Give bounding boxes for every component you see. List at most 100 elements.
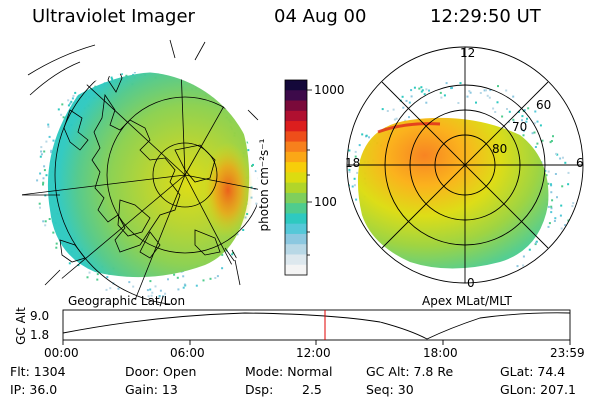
noise-pixel: [428, 89, 430, 92]
noise-pixel: [151, 291, 154, 294]
noise-pixel: [528, 248, 531, 251]
time-label: 12:29:50 UT: [430, 6, 541, 27]
noise-pixel: [47, 125, 50, 128]
noise-pixel: [408, 293, 410, 295]
noise-pixel: [69, 102, 72, 105]
colorbar-unit-label: photon cm⁻²s⁻¹: [257, 138, 271, 232]
noise-pixel: [466, 95, 469, 98]
noise-pixel: [227, 102, 230, 105]
noise-pixel: [469, 91, 472, 94]
gain-value: Gain: 13: [125, 382, 178, 397]
gc-alt-curve: [62, 312, 571, 340]
noise-pixel: [96, 278, 99, 281]
noise-pixel: [191, 78, 194, 81]
noise-pixel: [506, 108, 508, 110]
noise-pixel: [389, 283, 391, 285]
noise-pixel: [508, 121, 510, 123]
noise-pixel: [191, 77, 194, 80]
noise-pixel: [380, 254, 383, 257]
noise-pixel: [522, 264, 525, 267]
colorbar-cell: [285, 213, 307, 225]
noise-pixel: [549, 141, 552, 144]
mlat-label-80: 80: [492, 142, 508, 156]
noise-pixel: [121, 72, 123, 75]
seq-value: Seq: 30: [366, 382, 414, 397]
noise-pixel: [368, 136, 370, 139]
noise-pixel: [571, 205, 574, 208]
noise-pixel: [250, 128, 253, 131]
noise-pixel: [372, 266, 375, 269]
noise-pixel: [459, 82, 462, 85]
colorbar-cell: [285, 80, 307, 91]
noise-pixel: [88, 271, 91, 274]
timeline-ytick-9: 9.0: [30, 309, 50, 323]
gc-alt-value: GC Alt: 7.8 Re: [366, 364, 454, 379]
colorbar-gradient: [285, 80, 307, 276]
noise-pixel: [216, 275, 219, 278]
noise-pixel: [523, 109, 526, 112]
noise-pixel: [382, 279, 385, 282]
noise-pixel: [561, 185, 564, 188]
timeline-xtick-0000: 00:00: [44, 346, 79, 360]
colorbar: [284, 79, 312, 276]
mlt-spokes: [347, 47, 583, 283]
colorbar-cell: [285, 162, 307, 173]
noise-pixel: [383, 258, 386, 261]
noise-pixel: [542, 261, 545, 264]
noise-pixel: [355, 224, 358, 227]
noise-pixel: [110, 76, 113, 79]
noise-pixel: [559, 157, 562, 160]
noise-pixel: [224, 97, 227, 100]
noise-pixel: [507, 276, 510, 279]
noise-pixel: [158, 296, 161, 299]
noise-pixel: [221, 96, 224, 99]
noise-pixel: [348, 170, 351, 173]
noise-pixel: [564, 161, 567, 164]
noise-pixel: [384, 266, 387, 269]
noise-pixel: [508, 110, 511, 113]
noise-pixel: [338, 186, 340, 188]
noise-pixel: [255, 202, 258, 205]
noise-pixel: [512, 95, 515, 98]
noise-pixel: [44, 224, 47, 227]
noise-pixel: [352, 239, 355, 242]
noise-pixel: [560, 204, 563, 207]
noise-pixel: [425, 101, 428, 104]
noise-pixel: [172, 68, 174, 70]
noise-pixel: [559, 214, 562, 217]
noise-pixel: [393, 118, 396, 121]
noise-pixel: [497, 85, 499, 88]
timeline-xtick-2359: 23:59: [550, 346, 585, 360]
left-aurora-emission: [47, 72, 250, 278]
noise-pixel: [527, 107, 530, 110]
noise-pixel: [128, 281, 131, 284]
colorbar-cell: [285, 244, 307, 256]
noise-pixel: [43, 165, 46, 168]
noise-pixel: [536, 142, 539, 145]
noise-pixel: [133, 72, 136, 74]
noise-pixel: [531, 132, 534, 135]
noise-pixel: [483, 89, 486, 92]
noise-pixel: [554, 217, 557, 220]
noise-pixel: [420, 86, 423, 89]
noise-pixel: [209, 277, 212, 280]
noise-pixel: [404, 119, 407, 122]
noise-pixel: [450, 87, 453, 90]
noise-pixel: [398, 278, 400, 281]
noise-pixel: [381, 108, 384, 111]
noise-pixel: [421, 89, 424, 92]
flt-value: Flt: 1304: [10, 364, 66, 379]
noise-pixel: [513, 281, 516, 283]
noise-pixel: [86, 276, 89, 279]
noise-pixel: [408, 116, 410, 119]
noise-pixel: [395, 117, 398, 120]
noise-pixel: [355, 257, 358, 260]
noise-pixel: [544, 169, 547, 172]
noise-pixel: [50, 151, 53, 154]
noise-pixel: [425, 88, 428, 91]
noise-pixel: [525, 120, 528, 123]
noise-pixel: [182, 275, 185, 278]
mlt-label-6: 6: [576, 156, 584, 170]
noise-pixel: [550, 191, 553, 194]
noise-pixel: [39, 206, 41, 209]
